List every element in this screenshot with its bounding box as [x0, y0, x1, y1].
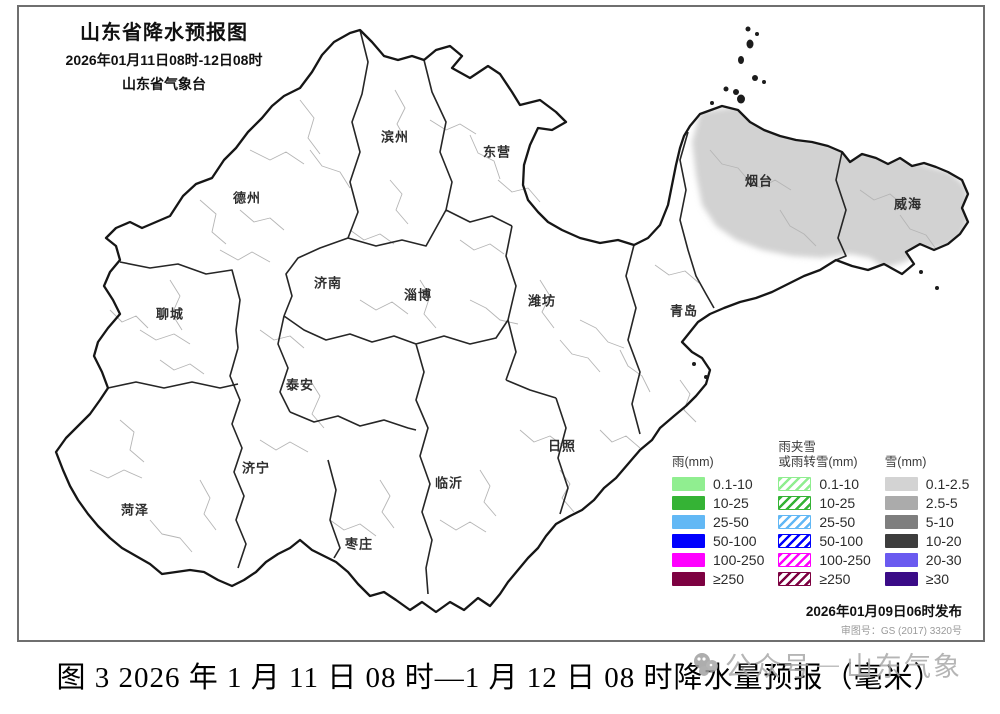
legend-row: 50-100 [672, 531, 764, 550]
legend-row: ≥30 [884, 569, 970, 588]
legend-header-line: 雨(mm) [672, 455, 714, 470]
legend-label: 0.1-10 [819, 475, 860, 492]
city-label: 东营 [482, 144, 512, 160]
legend-header-rain: 雨(mm) [672, 437, 764, 471]
city-label: 日照 [547, 438, 577, 454]
legend-label: 100-250 [713, 551, 765, 568]
legend-label: 50-100 [819, 532, 863, 549]
legend-column-rain: 雨(mm) 0.1-10 10-25 25-50 50-100 100-250 ≥250 [672, 437, 764, 588]
legend-label: 100-250 [819, 551, 871, 568]
legend-swatch [672, 495, 705, 510]
legend-column-sleet: 雨夹雪 或雨转雪(mm) 0.1-10 10-25 25-50 50-100 100-250… [778, 437, 871, 588]
legend-swatch [884, 476, 918, 491]
legend-swatch [672, 552, 705, 567]
city-label: 青岛 [669, 303, 699, 319]
release-time: 2026年01月09日06时发布 [805, 604, 962, 619]
legend-label: 0.1-2.5 [925, 475, 970, 492]
wechat-account-icon [694, 652, 718, 676]
legend-row: 0.1-10 [672, 474, 764, 493]
watermark: 公众号 — 山东气象 [692, 645, 962, 684]
city-label: 德州 [232, 190, 262, 206]
legend-row: 5-10 [884, 512, 970, 531]
legend-label: 10-25 [819, 494, 856, 511]
figure-caption: 图 3 2026 年 1 月 11 日 08 时—1 月 12 日 08 时降水… [56, 662, 944, 694]
legend-swatch [778, 533, 812, 548]
legend-label: ≥250 [713, 570, 745, 587]
legend-row: 2.5-5 [884, 493, 970, 512]
legend-label: 2.5-5 [925, 494, 958, 511]
legend-label: 5-10 [925, 513, 954, 530]
legend-swatch [778, 571, 812, 586]
city-label: 烟台 [744, 173, 774, 189]
city-label: 威海 [893, 196, 923, 212]
legend-swatch [778, 552, 812, 567]
legend-column-snow: 雪(mm) 0.1-2.5 2.5-5 5-10 10-20 20-30 ≥30 [884, 437, 970, 588]
city-label: 滨州 [380, 129, 410, 145]
legend-label: 10-25 [713, 494, 749, 511]
legend-swatch [672, 571, 705, 586]
legend-header-line: 或雨转雪(mm) [778, 455, 858, 470]
city-label: 泰安 [285, 377, 315, 393]
legend-header-sleet: 雨夹雪 或雨转雪(mm) [778, 437, 870, 471]
precipitation-legend: 雨(mm) 0.1-10 10-25 25-50 50-100 100-250 ≥250 雨夹… [672, 437, 969, 588]
city-label: 淄博 [403, 287, 433, 303]
map-title-block: 山东省降水预报图 2026年01月11日08时-12日08时 山东省气象台 [30, 16, 298, 94]
legend-label: ≥30 [925, 570, 950, 587]
legend-label: 0.1-10 [713, 475, 753, 492]
legend-swatch [778, 476, 812, 491]
caption-row: 图 3 2026 年 1 月 11 日 08 时—1 月 12 日 08 时降水… [0, 654, 1000, 696]
city-label: 潍坊 [527, 293, 557, 309]
legend-label: 25-50 [819, 513, 856, 530]
legend-swatch [672, 514, 705, 529]
watermark-prefix: 公众号 [725, 652, 812, 682]
legend-swatch [778, 514, 812, 529]
legend-header-line: 雨夹雪 [778, 439, 816, 454]
city-label: 菏泽 [120, 502, 150, 518]
legend-swatch [778, 495, 812, 510]
legend-row: 20-30 [884, 550, 970, 569]
legend-header-snow: 雪(mm) [885, 437, 970, 471]
legend-row: ≥250 [672, 569, 764, 588]
legend-label: 50-100 [713, 532, 757, 549]
legend-label: 10-20 [925, 532, 962, 549]
legend-label: 25-50 [713, 513, 749, 530]
legend-swatch [672, 476, 705, 491]
legend-swatch [884, 533, 918, 548]
watermark-separator: — [817, 651, 841, 677]
legend-swatch [672, 533, 705, 548]
legend-swatch [884, 552, 918, 567]
legend-row: 100-250 [672, 550, 764, 569]
legend-label: 20-30 [925, 551, 962, 568]
legend-row: 0.1-10 [778, 474, 870, 493]
legend-label: ≥250 [819, 570, 851, 587]
legend-swatch [884, 495, 918, 510]
map-title: 山东省降水预报图 [80, 22, 248, 44]
city-label: 济宁 [241, 460, 271, 476]
map-agency: 山东省气象台 [122, 76, 206, 92]
map-approval-number: 审图号：GS (2017) 3320号 [840, 626, 962, 637]
legend-row: 100-250 [778, 550, 871, 569]
city-label: 枣庄 [344, 536, 374, 552]
release-stamp: 2026年01月09日06时发布 审图号：GS (2017) 3320号 [806, 600, 962, 637]
legend-swatch [884, 514, 918, 529]
legend-row: 10-25 [778, 493, 870, 512]
legend-row: 50-100 [778, 531, 870, 550]
legend-row: 10-25 [672, 493, 764, 512]
legend-row: 10-20 [884, 531, 970, 550]
legend-row: ≥250 [778, 569, 870, 588]
city-label: 聊城 [155, 306, 185, 322]
legend-row: 25-50 [672, 512, 764, 531]
legend-swatch [884, 571, 918, 586]
city-label: 临沂 [434, 475, 464, 491]
city-label: 济南 [313, 275, 343, 291]
watermark-name: 山东气象 [846, 652, 962, 682]
legend-row: 0.1-2.5 [884, 474, 970, 493]
legend-row: 25-50 [778, 512, 870, 531]
map-forecast-period: 2026年01月11日08时-12日08时 [65, 52, 263, 68]
legend-header-line: 雪(mm) [884, 455, 927, 470]
